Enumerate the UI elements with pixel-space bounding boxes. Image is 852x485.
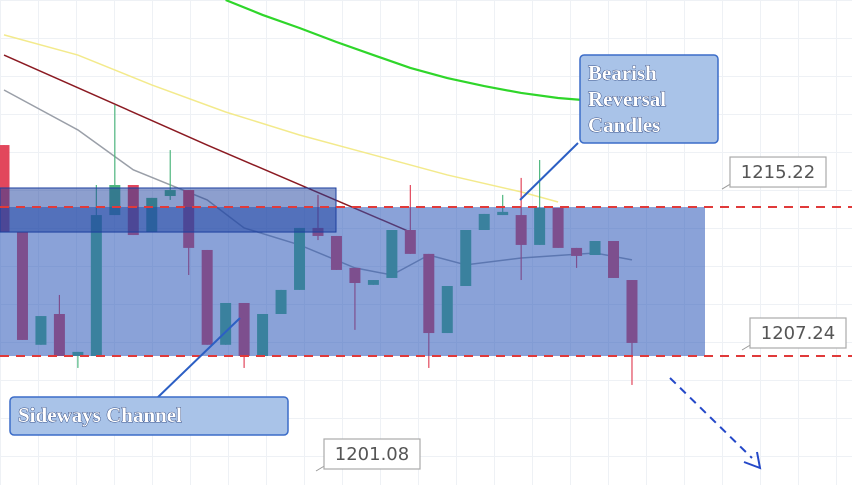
annotation-pointer [154,317,241,401]
price-label-box [729,156,827,188]
annotation-box [579,54,719,144]
forecast-arrow [669,377,753,459]
levels: 1215.22 1207.24 1201.08 [0,156,852,472]
annotation-box [9,396,289,436]
annotation-text: Bearish [588,61,657,85]
zones [0,187,705,357]
price-label-box [323,438,421,470]
moving-average [3,54,411,233]
price-label-box [749,317,847,349]
moving-average [3,34,559,203]
price-label: 1215.22 [741,162,815,183]
annotation-pointer [519,142,579,201]
price-label: 1207.24 [761,323,835,344]
annotation-text: Sideways Channel [18,403,182,427]
annotation-text: Candles [588,113,660,137]
upper-zone [0,187,337,233]
forecast-arrow-head [743,451,762,470]
price-label: 1201.08 [335,444,409,465]
annotation-text: Reversal [588,87,666,111]
moving-average [225,0,633,106]
